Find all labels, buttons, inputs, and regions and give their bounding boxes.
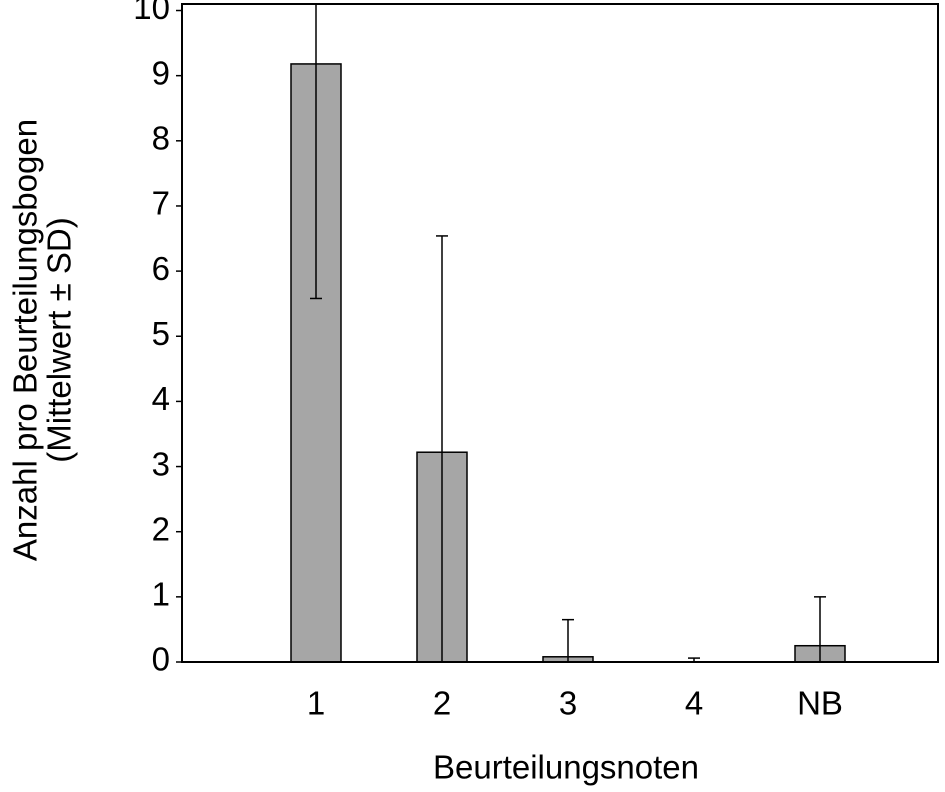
y-tick-label: 2 xyxy=(152,510,170,547)
y-axis-title: Anzahl pro Beurteilungsbogen (Mittelwert… xyxy=(7,119,78,561)
y-tick-label: 7 xyxy=(152,185,170,222)
plot-area xyxy=(290,4,846,662)
y-tick-label: 8 xyxy=(152,120,170,157)
y-tick-label: 5 xyxy=(152,315,170,352)
x-tick-label: 4 xyxy=(685,685,703,722)
x-tick-label: 1 xyxy=(307,685,325,722)
y-tick-label: 0 xyxy=(152,641,170,678)
x-tick-label: 3 xyxy=(559,685,577,722)
y-tick-label: 3 xyxy=(152,445,170,482)
plot-frame xyxy=(181,3,939,663)
y-tick-label: 1 xyxy=(152,576,170,613)
y-tick-label: 9 xyxy=(152,54,170,91)
y-tick-label: 6 xyxy=(152,250,170,287)
x-axis-title: Beurteilungsnoten xyxy=(433,749,699,786)
y-axis-title-line: (Mittelwert ± SD) xyxy=(41,217,78,462)
y-tick-label: 10 xyxy=(133,0,170,26)
x-tick-label: 2 xyxy=(433,685,451,722)
y-tick-label: 4 xyxy=(152,380,170,417)
x-tick-label: NB xyxy=(797,685,843,722)
y-axis-title-line: Anzahl pro Beurteilungsbogen xyxy=(7,119,44,561)
